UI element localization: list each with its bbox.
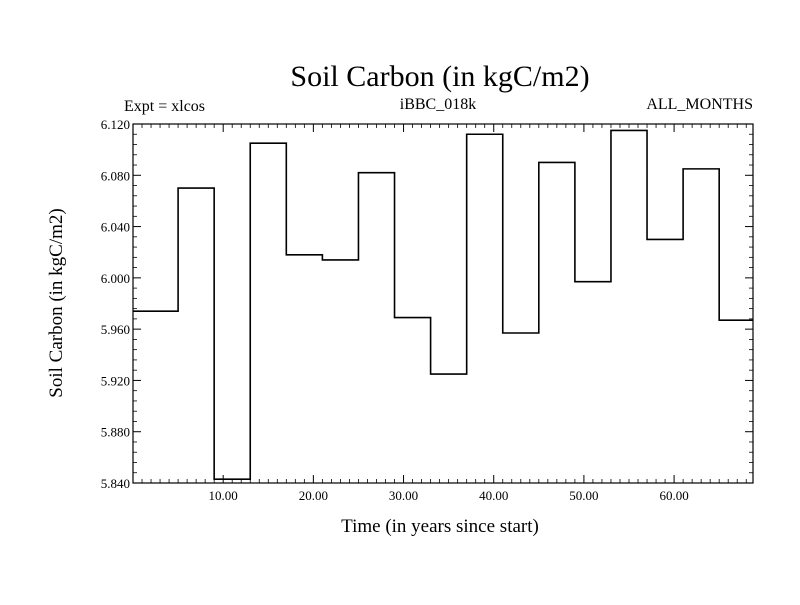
- chart-subtitle-right: ALL_MONTHS: [646, 96, 753, 113]
- x-tick-label: 50.00: [569, 488, 598, 503]
- series-step-line: [133, 129, 753, 480]
- y-tick-label: 5.920: [101, 373, 130, 388]
- x-axis-label: Time (in years since start): [341, 516, 539, 537]
- y-axis-label: Soil Carbon (in kgC/m2): [46, 208, 67, 397]
- y-tick-label: 5.840: [101, 476, 130, 491]
- x-tick-label: 30.00: [389, 488, 418, 503]
- x-tick-label: 60.00: [659, 488, 688, 503]
- y-tick-label: 5.960: [101, 322, 130, 337]
- x-tick-label: 10.00: [209, 488, 238, 503]
- x-tick-label: 20.00: [299, 488, 328, 503]
- chart-title: Soil Carbon (in kgC/m2): [290, 60, 589, 93]
- plot-frame: [132, 123, 754, 484]
- series-group: [133, 129, 753, 480]
- y-tick-label: 5.880: [101, 425, 130, 440]
- y-tick-label: 6.080: [101, 168, 130, 183]
- y-tick-label: 6.000: [101, 271, 130, 286]
- x-tick-label: 40.00: [479, 488, 508, 503]
- axis-ticks: 10.00 20.00 30.00 40.00 50.00 60.00 5.840 5.880…: [101, 117, 753, 503]
- chart-subtitle-left: Expt = xlcos: [124, 98, 205, 115]
- y-tick-label: 6.120: [101, 117, 130, 132]
- y-tick-label: 6.040: [101, 220, 130, 235]
- chart-subtitle-center: iBBC_018k: [400, 96, 476, 113]
